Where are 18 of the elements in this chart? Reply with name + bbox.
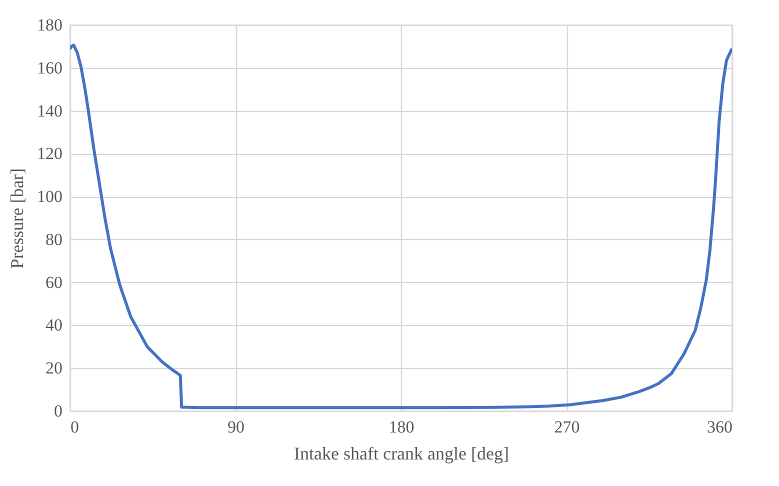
- y-tick-label: 20: [46, 358, 62, 378]
- y-axis-title: Pressure [bar]: [7, 168, 27, 269]
- x-tick-label: 270: [554, 418, 580, 436]
- y-tick-label: 120: [37, 144, 62, 164]
- y-tick-label: 80: [46, 230, 62, 249]
- y-tick-label: 100: [37, 187, 62, 206]
- y-tick-label: 160: [37, 58, 62, 78]
- y-tick-label: 140: [37, 101, 62, 120]
- x-tick-label: 360: [707, 418, 732, 436]
- x-axis-title: Intake shaft crank angle [deg]: [294, 444, 509, 464]
- y-tick-label: 0: [54, 402, 62, 420]
- x-tick-label: 0: [70, 418, 79, 436]
- y-tick-label: 180: [37, 16, 62, 34]
- x-tick-label: 180: [388, 418, 414, 436]
- x-tick-label: 90: [228, 418, 244, 436]
- y-tick-label: 60: [46, 272, 62, 292]
- y-tick-label: 40: [46, 316, 62, 335]
- line-series: [70, 44, 732, 410]
